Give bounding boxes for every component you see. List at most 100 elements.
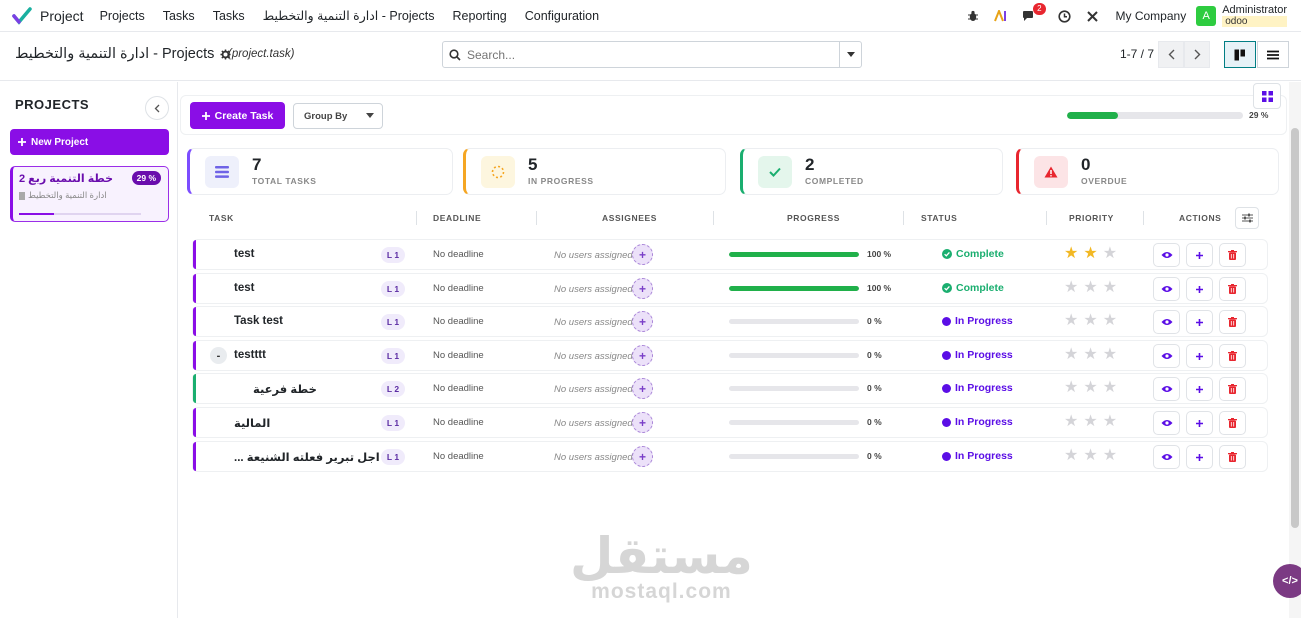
star-icon[interactable]: ★ [1083, 279, 1098, 296]
view-task-button[interactable] [1153, 411, 1180, 435]
delete-task-button[interactable] [1219, 411, 1246, 435]
column-divider[interactable] [713, 211, 714, 225]
star-icon[interactable]: ★ [1064, 346, 1079, 363]
delete-task-button[interactable] [1219, 243, 1246, 267]
status-badge[interactable]: Complete [942, 282, 1004, 294]
pager-previous-button[interactable] [1158, 41, 1184, 68]
user-avatar[interactable]: A [1196, 6, 1217, 26]
deadline[interactable]: No deadline [433, 417, 484, 428]
deadline[interactable]: No deadline [433, 451, 484, 462]
delete-task-button[interactable] [1219, 377, 1246, 401]
add-assignee-button[interactable]: + [632, 412, 653, 433]
table-row[interactable]: خطة فرعية L 2 No deadline No users assigned… [193, 374, 1267, 403]
pager-next-button[interactable] [1184, 41, 1210, 68]
company-switcher[interactable]: My Company [1115, 9, 1187, 23]
star-icon[interactable]: ★ [1064, 447, 1079, 464]
header-task[interactable]: TASK [209, 213, 234, 223]
clock-icon[interactable] [1054, 5, 1076, 27]
page-title[interactable]: ادارة التنمية والتخطيط - Projects [15, 46, 215, 62]
table-row[interactable]: المالية L 1 No deadline No users assigned +0… [193, 408, 1267, 437]
column-divider[interactable] [903, 211, 904, 225]
add-subtask-button[interactable] [1186, 377, 1213, 401]
tools-icon[interactable] [1082, 5, 1104, 27]
menu-tasks-2[interactable]: Tasks [212, 8, 245, 23]
status-badge[interactable]: In Progress [942, 416, 1013, 428]
add-assignee-button[interactable]: + [632, 345, 653, 366]
header-priority[interactable]: PRIORITY [1069, 213, 1114, 223]
menu-department-projects[interactable]: ادارة التنمية والتخطيط - Projects [262, 9, 435, 23]
add-assignee-button[interactable]: + [632, 244, 653, 265]
add-subtask-button[interactable] [1186, 310, 1213, 334]
add-subtask-button[interactable] [1186, 445, 1213, 469]
deadline[interactable]: No deadline [433, 283, 484, 294]
collapse-subtasks-button[interactable]: - [210, 347, 227, 364]
view-task-button[interactable] [1153, 310, 1180, 334]
table-row[interactable]: من اجل تبرير فعلته الشنيعة ... L 1 No dead… [193, 442, 1267, 471]
menu-tasks[interactable]: Tasks [162, 8, 195, 23]
status-badge[interactable]: In Progress [942, 315, 1013, 327]
create-task-button[interactable]: Create Task [190, 102, 285, 129]
add-assignee-button[interactable]: + [632, 446, 653, 467]
search-options-toggle[interactable] [839, 42, 861, 67]
star-icon[interactable]: ★ [1083, 346, 1098, 363]
star-icon[interactable]: ★ [1102, 279, 1118, 296]
star-icon[interactable]: ★ [1083, 447, 1098, 464]
code-icon[interactable]: </> [1273, 564, 1301, 598]
kanban-view-button[interactable] [1224, 41, 1256, 68]
star-icon[interactable]: ★ [1102, 312, 1118, 329]
star-icon[interactable]: ★ [1064, 245, 1079, 262]
user-menu[interactable]: Administrator odoo [1222, 5, 1287, 27]
delete-task-button[interactable] [1219, 445, 1246, 469]
task-name[interactable]: خطة فرعية [253, 384, 317, 396]
sidebar-collapse-button[interactable] [145, 96, 169, 120]
table-row[interactable]: test L 1 No deadline No users assigned +100 … [193, 274, 1267, 303]
ai-icon[interactable] [990, 5, 1012, 27]
header-progress[interactable]: PROGRESS [787, 213, 840, 223]
star-icon[interactable]: ★ [1064, 413, 1079, 430]
status-badge[interactable]: In Progress [942, 450, 1013, 462]
search-input[interactable] [467, 47, 839, 62]
deadline[interactable]: No deadline [433, 249, 484, 260]
table-row[interactable]: Task test L 1 No deadline No users assigned… [193, 307, 1267, 336]
bug-icon[interactable] [962, 5, 984, 27]
task-name[interactable]: Task test [234, 315, 284, 327]
add-subtask-button[interactable] [1186, 277, 1213, 301]
star-icon[interactable]: ★ [1064, 279, 1079, 296]
star-icon[interactable]: ★ [1083, 379, 1098, 396]
project-app-icon[interactable] [12, 6, 32, 26]
table-row[interactable]: - testttt L 1 No deadline No users assigned +… [193, 341, 1267, 370]
add-assignee-button[interactable]: + [632, 278, 653, 299]
menu-reporting[interactable]: Reporting [452, 8, 507, 23]
delete-task-button[interactable] [1219, 277, 1246, 301]
star-icon[interactable]: ★ [1083, 413, 1098, 430]
header-status[interactable]: STATUS [921, 213, 958, 223]
new-project-button[interactable]: New Project [10, 129, 169, 155]
view-task-button[interactable] [1153, 243, 1180, 267]
header-assignees[interactable]: ASSIGNEES [602, 213, 657, 223]
star-icon[interactable]: ★ [1083, 312, 1098, 329]
task-name[interactable]: test [234, 248, 255, 260]
star-icon[interactable]: ★ [1083, 245, 1098, 262]
gear-icon[interactable] [220, 48, 231, 60]
view-task-button[interactable] [1153, 445, 1180, 469]
star-icon[interactable]: ★ [1102, 413, 1118, 430]
task-name[interactable]: test [234, 282, 255, 294]
messages-icon[interactable]: 2 [1018, 3, 1046, 27]
view-task-button[interactable] [1153, 277, 1180, 301]
task-name[interactable]: من اجل تبرير فعلته الشنيعة ... [234, 452, 401, 464]
delete-task-button[interactable] [1219, 344, 1246, 368]
column-divider[interactable] [1046, 211, 1047, 225]
group-by-select[interactable]: Group By [293, 103, 383, 129]
add-assignee-button[interactable]: + [632, 311, 653, 332]
menu-configuration[interactable]: Configuration [524, 8, 600, 23]
delete-task-button[interactable] [1219, 310, 1246, 334]
status-badge[interactable]: Complete [942, 248, 1004, 260]
task-name[interactable]: المالية [234, 418, 271, 430]
star-icon[interactable]: ★ [1064, 379, 1079, 396]
add-subtask-button[interactable] [1186, 411, 1213, 435]
table-row[interactable]: test L 1 No deadline No users assigned +100 … [193, 240, 1267, 269]
view-task-button[interactable] [1153, 344, 1180, 368]
star-icon[interactable]: ★ [1102, 346, 1118, 363]
dashboard-view-button[interactable] [1253, 83, 1281, 109]
add-subtask-button[interactable] [1186, 243, 1213, 267]
